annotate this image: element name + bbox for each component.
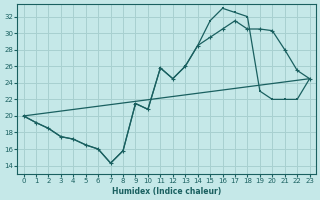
X-axis label: Humidex (Indice chaleur): Humidex (Indice chaleur) <box>112 187 221 196</box>
